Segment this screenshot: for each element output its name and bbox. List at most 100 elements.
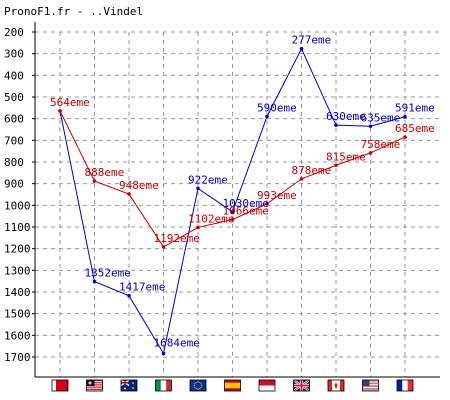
flag-star xyxy=(201,384,203,387)
flag-border xyxy=(396,379,414,392)
y-tick-label: 1600 xyxy=(4,329,31,342)
europe-flag-icon xyxy=(189,379,207,392)
data-point xyxy=(196,186,200,191)
y-tick-label: 600 xyxy=(4,113,24,126)
data-label: 948eme xyxy=(119,179,159,192)
y-tick-label: 1400 xyxy=(4,286,31,299)
canada-flag-icon xyxy=(327,379,345,392)
flag-border xyxy=(155,379,172,392)
data-point xyxy=(368,151,373,155)
flag-band xyxy=(402,380,408,391)
flag-star xyxy=(193,384,195,387)
flag-border xyxy=(189,379,207,392)
grid xyxy=(35,31,440,377)
flag-stripe xyxy=(362,384,379,386)
flag-border xyxy=(86,379,103,392)
series xyxy=(58,46,407,356)
data-point xyxy=(230,210,235,214)
y-tick-label: 900 xyxy=(4,178,24,191)
flag-band xyxy=(52,380,56,391)
data-point xyxy=(161,245,166,249)
category-flags xyxy=(51,379,414,392)
data-label: 993eme xyxy=(257,189,297,202)
flag-band xyxy=(224,382,241,389)
flag-border xyxy=(327,379,345,392)
data-point xyxy=(299,46,304,51)
y-tick-labels: 200 300 400 500 600 700 800 900 1000 1100 1200 1300… xyxy=(4,26,31,364)
flag-star xyxy=(197,388,199,390)
flag-star xyxy=(194,383,196,385)
flag-stripe xyxy=(362,387,379,388)
flag-field xyxy=(190,380,206,391)
data-point xyxy=(230,217,235,222)
data-label: 1684eme xyxy=(154,337,200,350)
data-label: 815eme xyxy=(326,150,366,163)
data-point xyxy=(58,109,62,113)
data-label: 277eme xyxy=(292,34,332,47)
flag-border xyxy=(120,379,138,392)
united-states-flag-icon xyxy=(362,379,379,392)
data-point xyxy=(334,123,338,127)
flag-stripe xyxy=(86,389,103,391)
data-point xyxy=(368,124,373,129)
data-label: 878eme xyxy=(292,164,332,177)
data-label: 888eme xyxy=(85,166,125,179)
y-tick-label: 1700 xyxy=(4,351,31,364)
data-label: 922eme xyxy=(188,173,228,186)
flag-star xyxy=(132,387,134,389)
data-label: 590eme xyxy=(257,102,297,115)
flag-stripe xyxy=(362,388,379,390)
flag-star xyxy=(197,381,199,383)
flag-band xyxy=(259,385,275,391)
flag-star xyxy=(199,381,201,383)
flag-star xyxy=(195,388,197,390)
flag-stripe xyxy=(362,389,379,391)
flag-stripe xyxy=(362,380,379,382)
axes xyxy=(32,22,440,378)
data-label: 591eme xyxy=(395,102,435,115)
flag-star xyxy=(124,387,126,390)
data-point xyxy=(161,351,166,356)
y-tick-label: 1000 xyxy=(4,199,31,212)
flag-band xyxy=(155,380,161,391)
malaysia-flag-icon xyxy=(86,379,103,392)
data-point xyxy=(92,279,97,284)
y-tick-label: 1300 xyxy=(4,264,31,277)
data-point xyxy=(265,202,269,206)
y-tick-label: 800 xyxy=(4,156,24,169)
monaco-flag-icon xyxy=(258,379,276,392)
flag-stripe xyxy=(362,382,379,384)
data-label: 1417eme xyxy=(119,281,165,294)
flag-star xyxy=(200,386,202,388)
flag-star xyxy=(200,383,202,385)
y-tick-label: 1500 xyxy=(4,308,31,321)
spain-flag-icon xyxy=(224,379,241,392)
flag-cross xyxy=(293,380,310,391)
flag-stripe xyxy=(362,386,379,388)
flag-stripe xyxy=(362,385,379,387)
y-tick-label: 500 xyxy=(4,91,24,104)
data-label: 1030eme xyxy=(223,197,269,210)
data-label: 1066eme xyxy=(223,205,269,218)
flag-border xyxy=(258,379,276,392)
y-tick-label: 300 xyxy=(4,48,24,61)
data-point xyxy=(127,293,131,298)
flag-band xyxy=(340,380,344,391)
flag-band xyxy=(328,380,332,391)
flag-border xyxy=(293,379,310,392)
flag-band xyxy=(166,380,172,391)
flag-star xyxy=(132,382,134,384)
y-tick-label: 700 xyxy=(4,134,24,147)
data-point xyxy=(334,163,338,168)
flag-border xyxy=(51,379,69,392)
flag-cross xyxy=(121,380,129,386)
y-tick-label: 1100 xyxy=(4,221,31,234)
great-britain-flag-icon xyxy=(292,379,311,392)
flag-field xyxy=(52,380,68,391)
data-label: 564eme xyxy=(50,96,90,109)
data-point xyxy=(92,179,97,183)
australia-flag-icon xyxy=(120,379,138,392)
